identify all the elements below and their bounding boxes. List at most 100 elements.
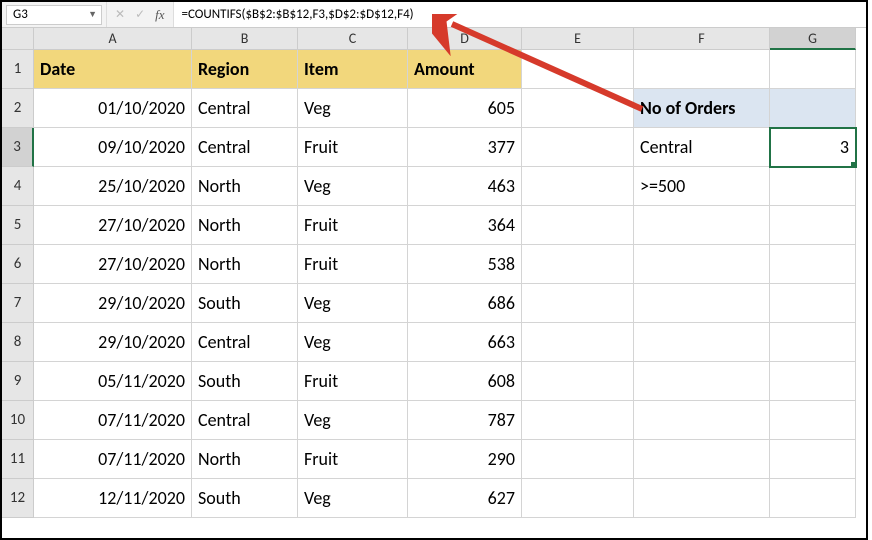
cell-B9[interactable]: South [192,362,298,401]
row-header-12[interactable]: 12 [2,479,34,518]
cell-E5[interactable] [522,206,634,245]
cell-E10[interactable] [522,401,634,440]
cell-A10[interactable]: 07/11/2020 [34,401,192,440]
cell-C11[interactable]: Fruit [298,440,408,479]
header-C[interactable]: Item [298,50,408,89]
cell-F11[interactable] [634,440,770,479]
result-cell[interactable]: 3 [770,128,856,167]
cell-A3[interactable]: 09/10/2020 [34,128,192,167]
cell-B5[interactable]: North [192,206,298,245]
spreadsheet-grid[interactable]: ABCDEFG1DateRegionItemAmount201/10/2020C… [2,28,866,518]
cell-E4[interactable] [522,167,634,206]
row-header-9[interactable]: 9 [2,362,34,401]
cell-D12[interactable]: 627 [408,479,522,518]
col-header-G[interactable]: G [770,28,856,50]
cell-E12[interactable] [522,479,634,518]
header-A[interactable]: Date [34,50,192,89]
cell-E9[interactable] [522,362,634,401]
cell-C5[interactable]: Fruit [298,206,408,245]
cell-D8[interactable]: 663 [408,323,522,362]
cell-A4[interactable]: 25/10/2020 [34,167,192,206]
cell-F12[interactable] [634,479,770,518]
cell-B4[interactable]: North [192,167,298,206]
cell-D10[interactable]: 787 [408,401,522,440]
cell-D4[interactable]: 463 [408,167,522,206]
cell-F6[interactable] [634,245,770,284]
col-header-B[interactable]: B [192,28,298,50]
cell-A2[interactable]: 01/10/2020 [34,89,192,128]
side-title[interactable]: No of Orders [634,89,770,128]
name-box[interactable]: G3 ▼ [6,5,102,25]
cell-D9[interactable]: 608 [408,362,522,401]
cell-G11[interactable] [770,440,856,479]
cell-A8[interactable]: 29/10/2020 [34,323,192,362]
cell-G4[interactable] [770,167,856,206]
cell-B6[interactable]: North [192,245,298,284]
cell-F5[interactable] [634,206,770,245]
criteria-region[interactable]: Central [634,128,770,167]
cell-B11[interactable]: North [192,440,298,479]
row-header-10[interactable]: 10 [2,401,34,440]
cell-A9[interactable]: 05/11/2020 [34,362,192,401]
cell-C4[interactable]: Veg [298,167,408,206]
cell-F10[interactable] [634,401,770,440]
cell-C7[interactable]: Veg [298,284,408,323]
cell-D2[interactable]: 605 [408,89,522,128]
header-D[interactable]: Amount [408,50,522,89]
select-all-corner[interactable] [2,28,34,50]
cell-G6[interactable] [770,245,856,284]
cell-G10[interactable] [770,401,856,440]
cell-G7[interactable] [770,284,856,323]
cell-C10[interactable]: Veg [298,401,408,440]
col-header-A[interactable]: A [34,28,192,50]
cell-C6[interactable]: Fruit [298,245,408,284]
cell-A7[interactable]: 29/10/2020 [34,284,192,323]
cell-G5[interactable] [770,206,856,245]
cell-B2[interactable]: Central [192,89,298,128]
cell-C2[interactable]: Veg [298,89,408,128]
cell-B12[interactable]: South [192,479,298,518]
cancel-icon[interactable]: ✕ [115,7,125,22]
cell-D11[interactable]: 290 [408,440,522,479]
cell-D6[interactable]: 538 [408,245,522,284]
cell-D7[interactable]: 686 [408,284,522,323]
row-header-5[interactable]: 5 [2,206,34,245]
cell-E6[interactable] [522,245,634,284]
cell-G9[interactable] [770,362,856,401]
cell-A11[interactable]: 07/11/2020 [34,440,192,479]
cell-B3[interactable]: Central [192,128,298,167]
row-header-4[interactable]: 4 [2,167,34,206]
cell-E3[interactable] [522,128,634,167]
cell-A5[interactable]: 27/10/2020 [34,206,192,245]
cell-B8[interactable]: Central [192,323,298,362]
row-header-8[interactable]: 8 [2,323,34,362]
cell-E8[interactable] [522,323,634,362]
cell-A12[interactable]: 12/11/2020 [34,479,192,518]
row-header-3[interactable]: 3 [2,128,34,167]
cell-F1[interactable] [634,50,770,89]
cell-G8[interactable] [770,323,856,362]
enter-icon[interactable]: ✓ [135,7,145,22]
cell-E7[interactable] [522,284,634,323]
cell-B10[interactable]: Central [192,401,298,440]
row-header-6[interactable]: 6 [2,245,34,284]
cell-F7[interactable] [634,284,770,323]
cell-C12[interactable]: Veg [298,479,408,518]
formula-input[interactable]: =COUNTIFS($B$2:$B$12,F3,$D$2:$D$12,F4) [173,2,866,27]
cell-F9[interactable] [634,362,770,401]
col-header-F[interactable]: F [634,28,770,50]
row-header-11[interactable]: 11 [2,440,34,479]
fx-icon[interactable]: fx [155,7,164,23]
cell-F8[interactable] [634,323,770,362]
row-header-7[interactable]: 7 [2,284,34,323]
cell-E11[interactable] [522,440,634,479]
side-title-g[interactable] [770,89,856,128]
criteria-amount[interactable]: >=500 [634,167,770,206]
cell-G12[interactable] [770,479,856,518]
cell-E2[interactable] [522,89,634,128]
cell-A6[interactable]: 27/10/2020 [34,245,192,284]
cell-E1[interactable] [522,50,634,89]
cell-B7[interactable]: South [192,284,298,323]
col-header-E[interactable]: E [522,28,634,50]
cell-C3[interactable]: Fruit [298,128,408,167]
